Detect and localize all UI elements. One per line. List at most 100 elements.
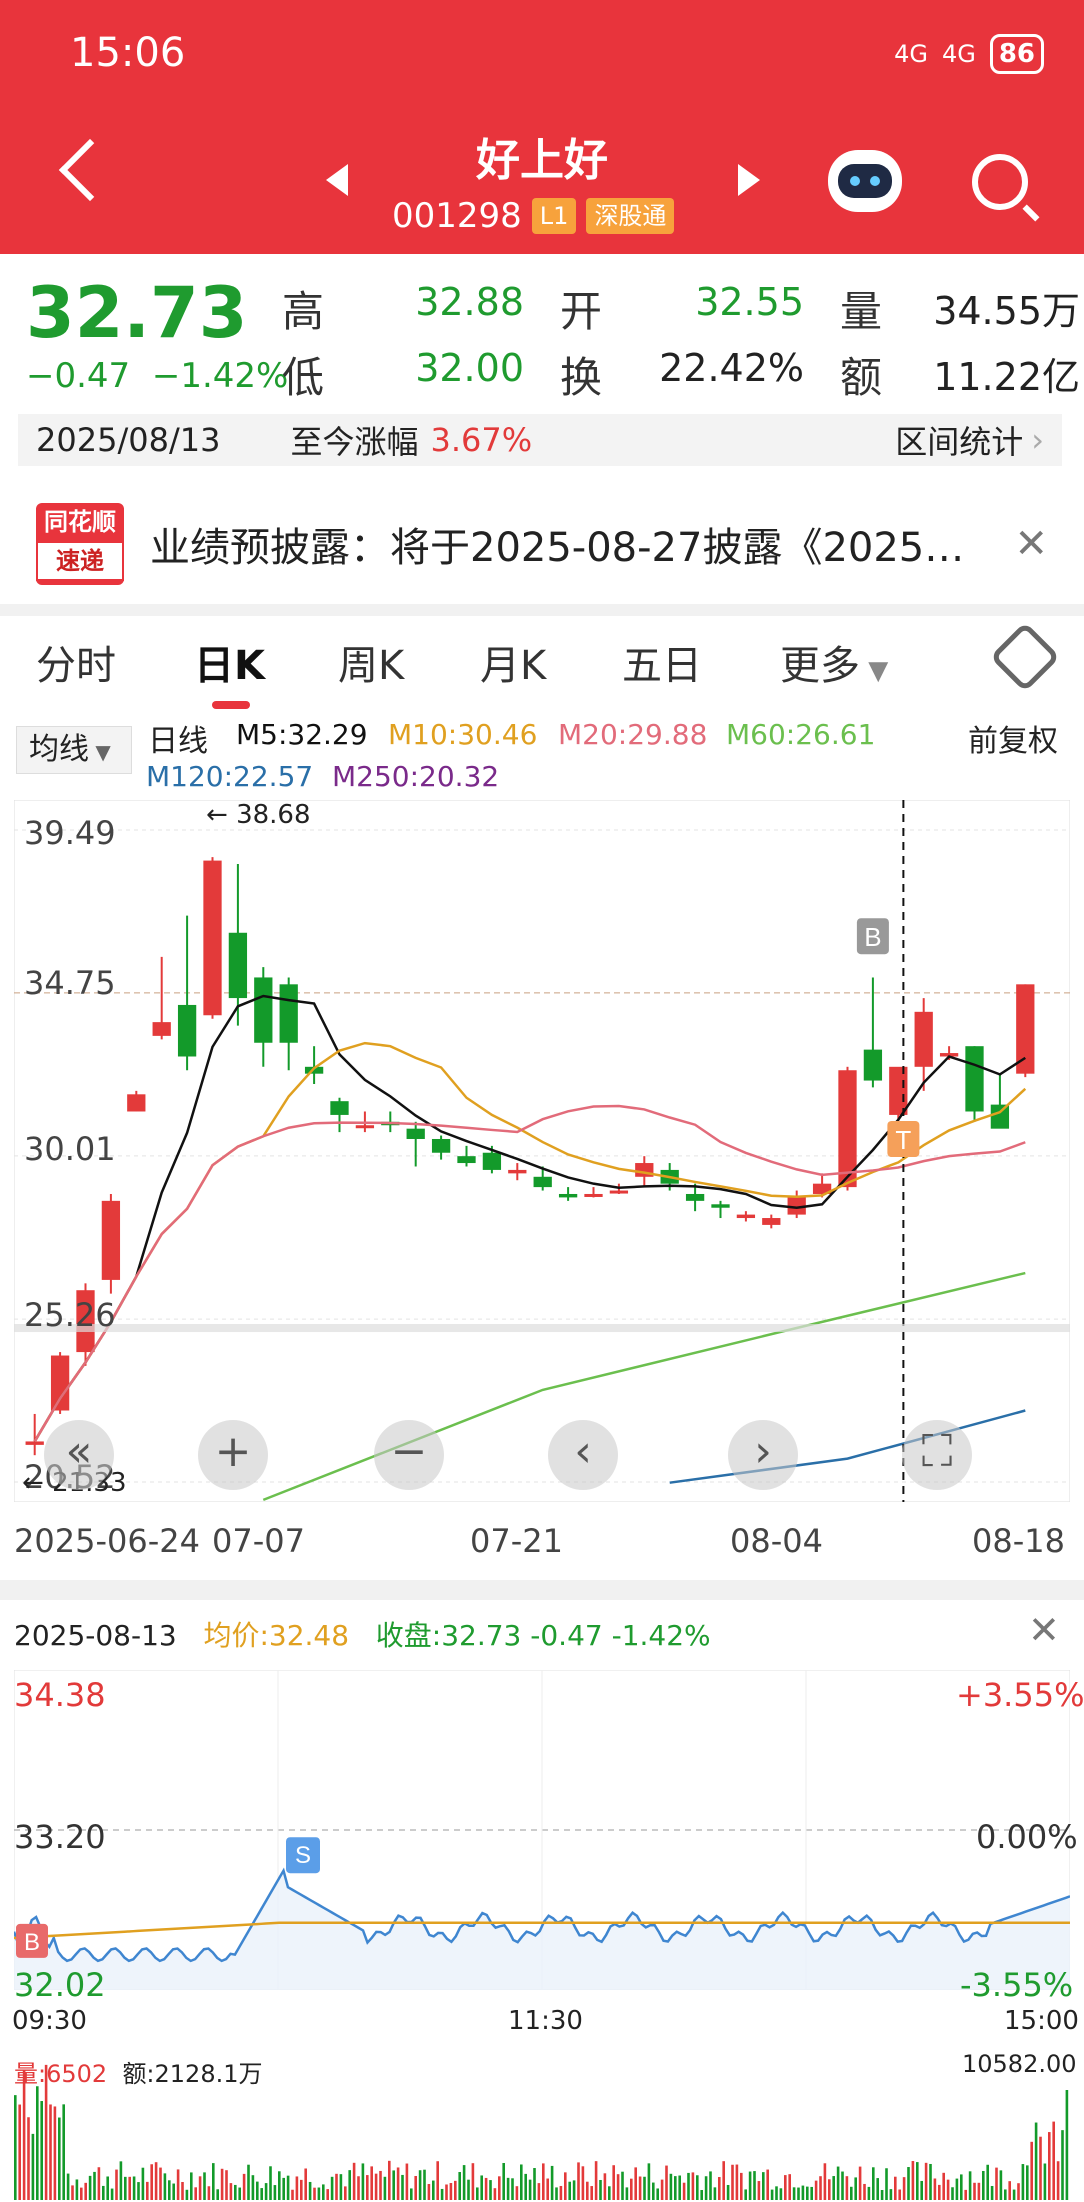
candle bbox=[76, 1290, 95, 1353]
intraday-chart[interactable]: SB bbox=[14, 1670, 1070, 1990]
chevron-right-icon: › bbox=[1031, 421, 1044, 459]
volume-bar bbox=[396, 2167, 400, 2200]
volume-bar bbox=[801, 2185, 805, 2200]
volume-bar bbox=[537, 2183, 541, 2200]
tab-more[interactable]: 更多 ▼ bbox=[780, 633, 888, 691]
ma250-label: M250:20.32 bbox=[332, 760, 500, 793]
battery-icon: 86 bbox=[989, 34, 1044, 74]
tab-fenshi[interactable]: 分时 bbox=[36, 643, 116, 689]
volume-bar bbox=[75, 2179, 79, 2200]
candle bbox=[863, 1049, 883, 1081]
volume-bar bbox=[379, 2170, 382, 2200]
volume-bar bbox=[88, 2175, 92, 2200]
scroll-right-icon[interactable]: › bbox=[728, 1420, 798, 1490]
volume-bar bbox=[832, 2176, 835, 2200]
volume-bar bbox=[498, 2176, 501, 2200]
search-icon[interactable] bbox=[972, 154, 1028, 210]
volume-bar bbox=[414, 2175, 417, 2200]
volume-bar bbox=[361, 2163, 365, 2200]
volume-bar bbox=[916, 2162, 919, 2200]
candlestick-chart[interactable]: BT bbox=[14, 800, 1070, 1502]
volume-bar bbox=[366, 2175, 369, 2200]
volume-bar bbox=[18, 2104, 21, 2200]
candle bbox=[965, 1046, 984, 1112]
volume-bar bbox=[938, 2184, 941, 2200]
volume-bar bbox=[946, 2179, 950, 2200]
volume-bar bbox=[172, 2183, 175, 2200]
volume-bar bbox=[823, 2163, 827, 2200]
volume-bar bbox=[894, 2176, 897, 2200]
intra-y-top: 34.38 bbox=[14, 1676, 106, 1714]
volume-bar bbox=[1034, 2122, 1038, 2200]
zoom-out-icon[interactable]: − bbox=[374, 1420, 444, 1490]
volume-bar bbox=[520, 2164, 523, 2200]
tab-five-day[interactable]: 五日 bbox=[622, 643, 702, 689]
volume-bar bbox=[586, 2181, 589, 2200]
volume-bar bbox=[880, 2189, 884, 2200]
m20-line bbox=[33, 1104, 1026, 1443]
candle bbox=[762, 1218, 781, 1225]
ma-selector[interactable]: 均线 ▼ bbox=[16, 726, 132, 774]
date-range-bar[interactable]: 2025/08/13 至今涨幅 3.67% 区间统计 › bbox=[18, 414, 1062, 466]
tab-daily-k[interactable]: 日K bbox=[194, 633, 265, 709]
volume-bar bbox=[502, 2162, 505, 2200]
close-intraday-icon[interactable]: ✕ bbox=[1028, 1608, 1060, 1652]
volume-bar bbox=[330, 2176, 334, 2200]
tab-more-label: 更多 bbox=[780, 643, 860, 689]
close-icon[interactable]: ✕ bbox=[1014, 521, 1048, 567]
volume-bar bbox=[388, 2160, 391, 2200]
volume-bar bbox=[788, 2174, 791, 2200]
volume-bar bbox=[528, 2179, 532, 2200]
volume-bar bbox=[132, 2176, 136, 2200]
turnover-value: 22.42% bbox=[659, 346, 804, 390]
volume-value: 34.55万 bbox=[933, 289, 1080, 333]
volume-bar bbox=[146, 2181, 149, 2200]
volume-bar bbox=[308, 2181, 312, 2200]
volume-bar bbox=[722, 2161, 725, 2200]
volume-bar bbox=[740, 2172, 743, 2200]
next-stock-icon[interactable] bbox=[738, 164, 760, 196]
volume-bar bbox=[80, 2187, 83, 2200]
volume-bar bbox=[405, 2163, 409, 2200]
volume-bar bbox=[317, 2187, 321, 2200]
prev-stock-icon[interactable] bbox=[326, 164, 348, 196]
volume-bar bbox=[58, 2117, 61, 2200]
candle bbox=[558, 1193, 578, 1198]
volume-bar bbox=[784, 2175, 787, 2200]
volume-bar bbox=[1004, 2189, 1007, 2200]
volume-bar bbox=[964, 2189, 967, 2200]
tab-weekly-k[interactable]: 周K bbox=[338, 643, 405, 689]
volume-bar bbox=[709, 2171, 712, 2200]
candle bbox=[50, 1355, 70, 1411]
interval-stats-button[interactable]: 区间统计 bbox=[895, 423, 1024, 461]
volume-bar bbox=[762, 2172, 765, 2200]
candle bbox=[812, 1183, 832, 1194]
candle bbox=[584, 1193, 603, 1197]
intra-time-start: 09:30 bbox=[12, 2006, 87, 2036]
robot-assistant-icon[interactable] bbox=[828, 150, 902, 212]
high-note: 38.68 bbox=[236, 800, 311, 830]
volume-bar bbox=[44, 2064, 48, 2200]
volume-bar bbox=[550, 2165, 554, 2200]
zoom-in-icon[interactable]: + bbox=[198, 1420, 268, 1490]
volume-bar bbox=[163, 2173, 167, 2200]
tab-monthly-k[interactable]: 月K bbox=[480, 643, 547, 689]
volume-bar bbox=[647, 2163, 651, 2200]
buy-marker bbox=[856, 918, 889, 955]
volume-bar bbox=[594, 2161, 598, 2200]
volume-bar bbox=[920, 2180, 923, 2200]
volume-bar bbox=[300, 2179, 303, 2200]
notice-banner[interactable]: 同花顺 速递 业绩预披露：将于2025-08-27披露《2025… ✕ bbox=[0, 488, 1084, 600]
volume-bar bbox=[40, 2101, 43, 2200]
scroll-left-icon[interactable]: ‹ bbox=[548, 1420, 618, 1490]
volume-bar bbox=[168, 2180, 171, 2200]
volume-bar bbox=[326, 2189, 329, 2200]
volume-bar bbox=[907, 2167, 910, 2200]
volume-bar bbox=[335, 2173, 338, 2200]
rewind-icon[interactable]: « bbox=[44, 1420, 114, 1490]
volume-bar bbox=[753, 2171, 756, 2200]
adjust-toggle[interactable]: 前复权 bbox=[968, 724, 1058, 759]
volume-bar bbox=[176, 2169, 180, 2200]
sell-marker bbox=[286, 1837, 320, 1874]
fullscreen-icon[interactable]: ⛶ bbox=[902, 1420, 972, 1490]
